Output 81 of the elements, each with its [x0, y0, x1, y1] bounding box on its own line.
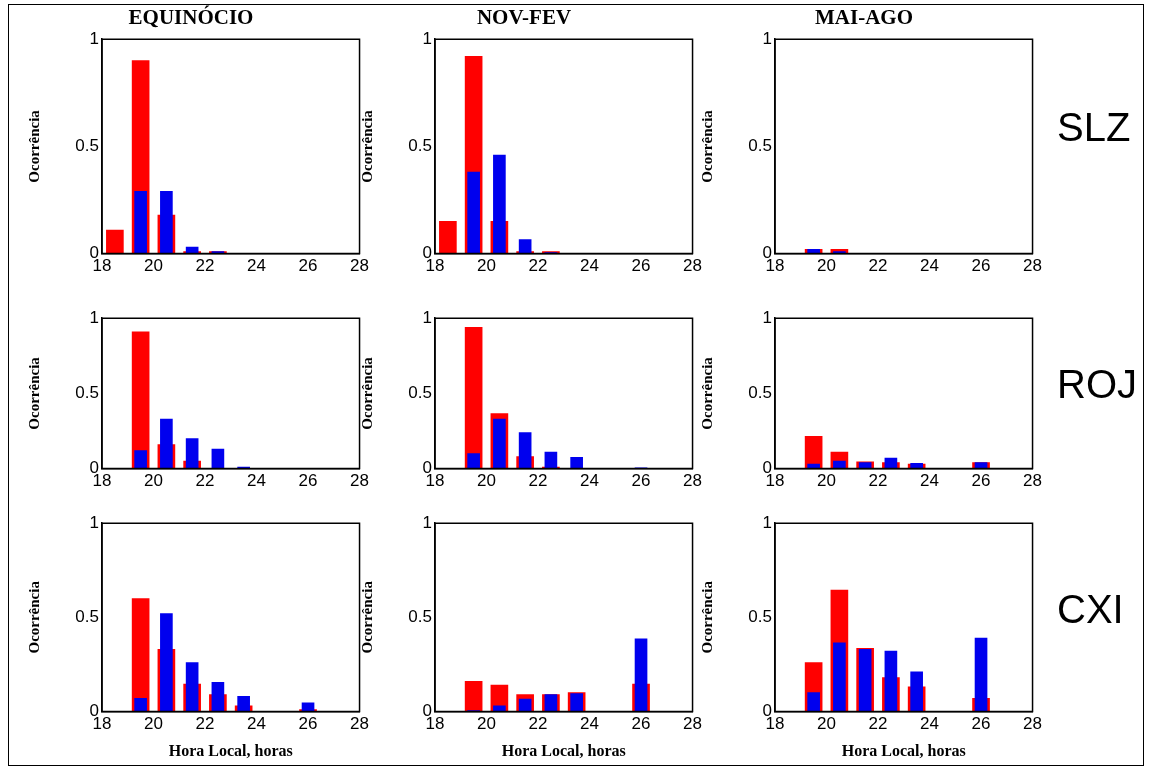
y-tick-label: 1: [422, 28, 432, 48]
x-axis-title: Hora Local, horas: [501, 741, 626, 759]
y-axis-title: Ocorrência: [25, 356, 42, 430]
y-tick-label: 0.5: [75, 606, 99, 626]
y-tick-label: 0.5: [408, 383, 432, 403]
y-tick-label: 0.5: [75, 383, 99, 403]
y-tick-label: 1: [89, 512, 99, 532]
x-tick-label: 24: [920, 471, 939, 491]
y-tick-label: 0.5: [408, 606, 432, 626]
x-tick-label: 22: [528, 471, 548, 491]
x-tick-label: 20: [817, 714, 836, 734]
x-tick-label: 24: [580, 256, 599, 276]
x-tick-label: 20: [477, 714, 496, 734]
x-tick-label: 26: [298, 256, 318, 276]
chart-title: MAI-AGO: [815, 5, 913, 30]
x-tick-label: 28: [1023, 714, 1043, 734]
x-tick-label: 20: [477, 471, 496, 491]
y-tick-label: 1: [89, 28, 99, 48]
y-tick-label: 1: [422, 307, 432, 327]
x-tick-label: 20: [477, 256, 496, 276]
x-tick-label: 28: [683, 471, 703, 491]
y-axis-title: Ocorrência: [358, 580, 375, 654]
x-tick-label: 24: [920, 714, 939, 734]
x-tick-label: 24: [247, 471, 266, 491]
x-tick-label: 22: [868, 471, 888, 491]
x-tick-label: 24: [580, 471, 599, 491]
y-axis-title: Ocorrência: [698, 580, 715, 654]
x-tick-label: 22: [868, 256, 888, 276]
text: CXI: [1057, 586, 1124, 632]
x-tick-label: 22: [528, 256, 548, 276]
y-axis-title: Ocorrência: [698, 109, 715, 183]
x-tick-label: 26: [631, 256, 651, 276]
x-tick-label: 28: [350, 714, 370, 734]
y-tick-label: 0.5: [748, 606, 772, 626]
x-tick-label: 26: [631, 714, 651, 734]
chart-title: EQUINÓCIO: [128, 5, 254, 30]
y-axis-title: Ocorrência: [698, 356, 715, 430]
x-tick-label: 26: [298, 471, 318, 491]
x-tick-label: 20: [144, 256, 163, 276]
x-tick-label: 24: [580, 714, 599, 734]
y-tick-label: 0.5: [748, 383, 772, 403]
x-tick-label: 28: [1023, 256, 1043, 276]
y-tick-label: 0.5: [748, 136, 772, 156]
chart-title: NOV-FEV: [476, 5, 572, 30]
y-tick-label: 0.5: [408, 136, 432, 156]
x-tick-label: 22: [195, 714, 215, 734]
y-tick-label: 1: [762, 307, 772, 327]
x-tick-label: 28: [683, 256, 703, 276]
x-tick-label: 28: [683, 714, 703, 734]
y-tick-label: 1: [422, 512, 432, 532]
x-tick-label: 20: [144, 714, 163, 734]
x-tick-label: 26: [971, 714, 991, 734]
y-axis-title: Ocorrência: [25, 580, 42, 654]
x-tick-label: 20: [817, 471, 836, 491]
x-tick-label: 20: [817, 256, 836, 276]
x-tick-label: 28: [350, 471, 370, 491]
x-tick-label: 28: [350, 256, 370, 276]
x-tick-label: 26: [971, 471, 991, 491]
x-tick-label: 22: [195, 256, 215, 276]
y-axis-title: Ocorrência: [358, 356, 375, 430]
x-tick-label: 22: [868, 714, 888, 734]
x-tick-label: 24: [920, 256, 939, 276]
text: SLZ: [1057, 105, 1131, 150]
x-axis-title: Hora Local, horas: [168, 741, 293, 759]
x-tick-label: 22: [528, 714, 548, 734]
x-axis-title: Hora Local, horas: [841, 741, 966, 759]
y-axis-title: Ocorrência: [358, 109, 375, 183]
y-tick-label: 0.5: [75, 136, 99, 156]
text: ROJ: [1057, 362, 1137, 407]
x-tick-label: 20: [144, 471, 163, 491]
x-tick-label: 26: [631, 471, 651, 491]
x-tick-label: 26: [971, 256, 991, 276]
x-tick-label: 28: [1023, 471, 1043, 491]
y-tick-label: 1: [762, 28, 772, 48]
x-tick-label: 26: [298, 714, 318, 734]
x-tick-label: 22: [195, 471, 215, 491]
x-tick-label: 24: [247, 714, 266, 734]
y-axis-title: Ocorrência: [25, 109, 42, 183]
x-tick-label: 24: [247, 256, 266, 276]
y-tick-label: 1: [762, 512, 772, 532]
y-tick-label: 1: [89, 307, 99, 327]
